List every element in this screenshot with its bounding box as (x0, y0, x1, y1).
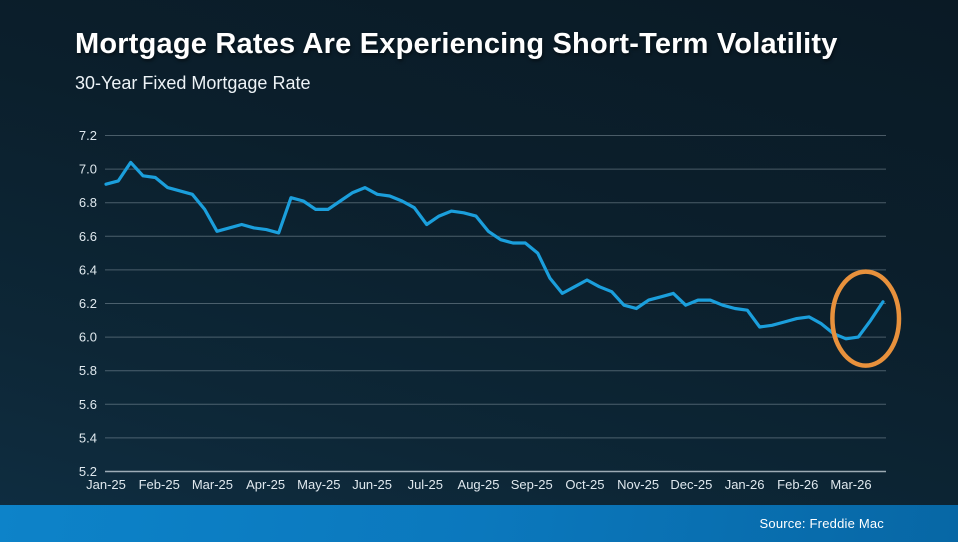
x-axis-tick-label: Jan-26 (725, 477, 765, 492)
highlight-ellipse (830, 269, 902, 368)
x-axis-tick-label: Mar-26 (830, 477, 871, 492)
y-axis-tick-label: 6.6 (79, 229, 97, 244)
x-axis-tick-label: Dec-25 (670, 477, 712, 492)
y-axis-tick-label: 5.6 (79, 397, 97, 412)
footer-bar: Source: Freddie Mac (0, 505, 958, 542)
x-axis-tick-label: May-25 (297, 477, 340, 492)
x-axis-tick-label: Nov-25 (617, 477, 659, 492)
y-axis-tick-label: 6.4 (79, 262, 97, 277)
x-axis-tick-label: Jul-25 (408, 477, 443, 492)
y-axis-tick-label: 7.0 (79, 162, 97, 177)
x-axis-tick-label: Aug-25 (458, 477, 500, 492)
y-axis-tick-label: 5.2 (79, 464, 97, 479)
y-axis-tick-label: 6.0 (79, 330, 97, 345)
chart-subtitle: 30-Year Fixed Mortgage Rate (75, 73, 311, 93)
x-axis-tick-label: Feb-26 (777, 477, 818, 492)
x-axis-tick-label: Jun-25 (352, 477, 392, 492)
y-axis-tick-label: 7.2 (79, 128, 97, 143)
header: Mortgage Rates Are Experiencing Short-Te… (75, 28, 838, 94)
x-axis-tick-label: Oct-25 (565, 477, 604, 492)
x-axis-tick-label: Sep-25 (511, 477, 553, 492)
y-axis-tick-label: 6.8 (79, 195, 97, 210)
x-axis-tick-label: Apr-25 (246, 477, 285, 492)
chart-title: Mortgage Rates Are Experiencing Short-Te… (75, 28, 838, 60)
y-axis-tick-label: 6.2 (79, 296, 97, 311)
x-axis-tick-label: Jan-25 (86, 477, 126, 492)
y-axis-tick-label: 5.4 (79, 430, 97, 445)
y-axis-tick-label: 5.8 (79, 363, 97, 378)
source-label: Source: Freddie Mac (759, 516, 884, 531)
x-axis-tick-label: Feb-25 (139, 477, 180, 492)
x-axis-tick-label: Mar-25 (192, 477, 233, 492)
rate-line (104, 160, 885, 341)
